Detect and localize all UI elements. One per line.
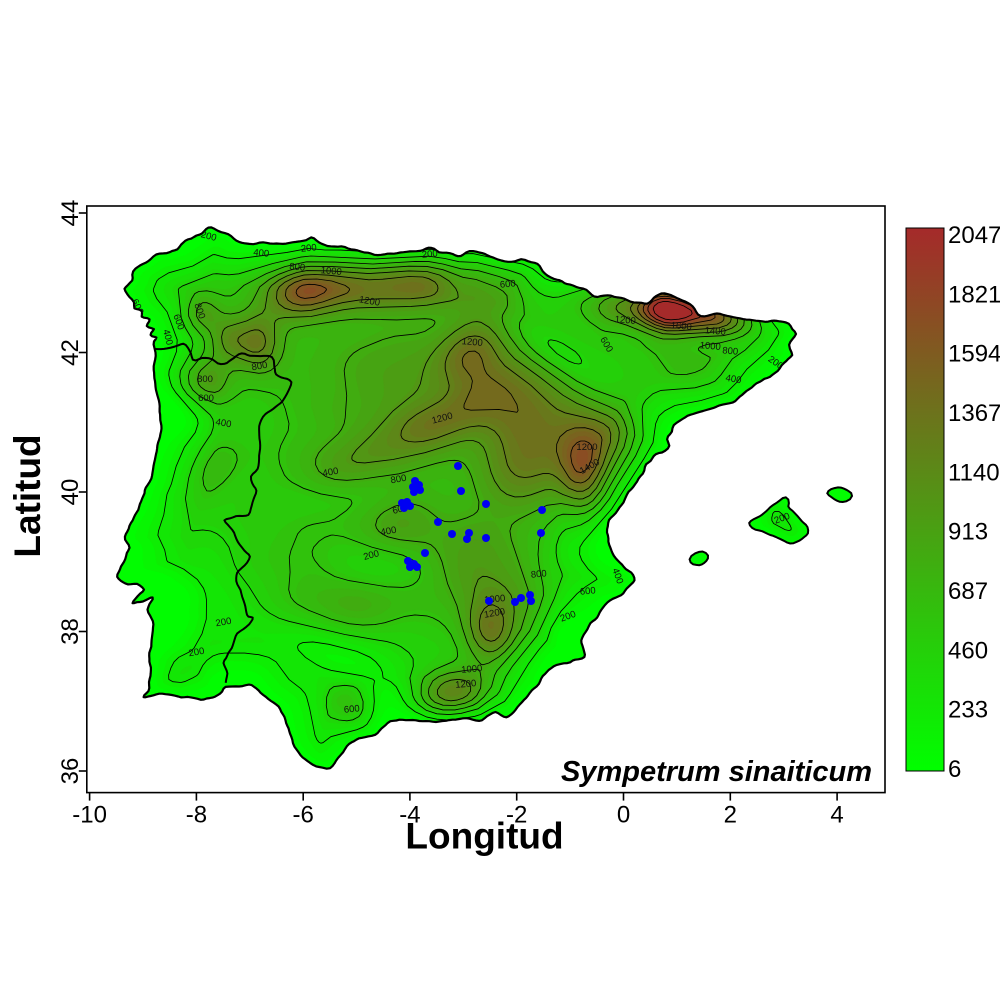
svg-text:4: 4 xyxy=(830,802,843,829)
svg-text:400: 400 xyxy=(215,417,233,431)
svg-text:2: 2 xyxy=(724,802,737,829)
svg-text:1000: 1000 xyxy=(461,663,483,676)
svg-text:800: 800 xyxy=(530,568,547,580)
svg-text:1600: 1600 xyxy=(670,320,692,333)
svg-text:Latitud: Latitud xyxy=(7,434,48,557)
svg-text:1367: 1367 xyxy=(948,400,1000,427)
svg-text:800: 800 xyxy=(289,261,306,273)
svg-text:600: 600 xyxy=(343,703,360,715)
svg-text:800: 800 xyxy=(390,473,408,487)
svg-text:0: 0 xyxy=(617,802,630,829)
svg-text:1400: 1400 xyxy=(704,325,726,338)
svg-text:200: 200 xyxy=(421,248,438,260)
svg-text:1140: 1140 xyxy=(948,459,1000,486)
svg-text:800: 800 xyxy=(191,302,207,321)
svg-text:6: 6 xyxy=(948,756,961,783)
svg-text:1594: 1594 xyxy=(948,341,1000,368)
svg-text:400: 400 xyxy=(609,567,625,586)
svg-text:-4: -4 xyxy=(399,802,420,829)
svg-text:1200: 1200 xyxy=(461,336,483,349)
svg-text:200: 200 xyxy=(559,609,578,625)
svg-text:400: 400 xyxy=(160,328,175,346)
svg-text:400: 400 xyxy=(322,466,340,480)
svg-text:44: 44 xyxy=(57,200,84,227)
svg-text:800: 800 xyxy=(197,374,213,385)
svg-text:460: 460 xyxy=(948,637,988,664)
svg-text:913: 913 xyxy=(948,519,988,546)
svg-text:-8: -8 xyxy=(186,802,207,829)
svg-text:233: 233 xyxy=(948,697,988,724)
svg-text:38: 38 xyxy=(57,618,84,645)
svg-text:-2: -2 xyxy=(506,802,527,829)
svg-text:600: 600 xyxy=(579,585,596,597)
svg-text:600: 600 xyxy=(170,313,186,332)
svg-text:Sympetrum sinaiticum: Sympetrum sinaiticum xyxy=(561,756,872,788)
svg-text:-10: -10 xyxy=(72,802,107,829)
svg-text:200: 200 xyxy=(215,616,233,630)
svg-text:1200: 1200 xyxy=(576,442,597,453)
svg-text:400: 400 xyxy=(253,247,270,259)
svg-text:600: 600 xyxy=(499,278,516,290)
svg-text:1821: 1821 xyxy=(948,281,1000,308)
svg-text:200: 200 xyxy=(362,548,380,563)
svg-text:36: 36 xyxy=(57,758,84,785)
svg-text:42: 42 xyxy=(57,339,84,366)
svg-text:1200: 1200 xyxy=(431,411,454,427)
svg-text:200: 200 xyxy=(773,511,792,527)
svg-text:200: 200 xyxy=(300,242,317,254)
svg-text:40: 40 xyxy=(57,479,84,506)
svg-text:1000: 1000 xyxy=(699,340,721,353)
svg-text:1200: 1200 xyxy=(455,678,477,691)
svg-text:200: 200 xyxy=(200,229,218,244)
svg-text:2047: 2047 xyxy=(948,222,1000,249)
svg-text:1200: 1200 xyxy=(483,606,506,621)
svg-text:-6: -6 xyxy=(293,802,314,829)
svg-text:1200: 1200 xyxy=(614,314,636,327)
svg-text:800: 800 xyxy=(722,345,739,357)
svg-text:Longitud: Longitud xyxy=(405,816,563,857)
svg-text:200: 200 xyxy=(188,646,206,660)
svg-text:687: 687 xyxy=(948,578,988,605)
svg-text:800: 800 xyxy=(251,360,269,374)
svg-text:600: 600 xyxy=(198,393,214,404)
svg-text:400: 400 xyxy=(725,373,743,387)
svg-text:1000: 1000 xyxy=(320,265,342,278)
svg-text:400: 400 xyxy=(380,525,398,539)
svg-text:1200: 1200 xyxy=(358,294,381,309)
